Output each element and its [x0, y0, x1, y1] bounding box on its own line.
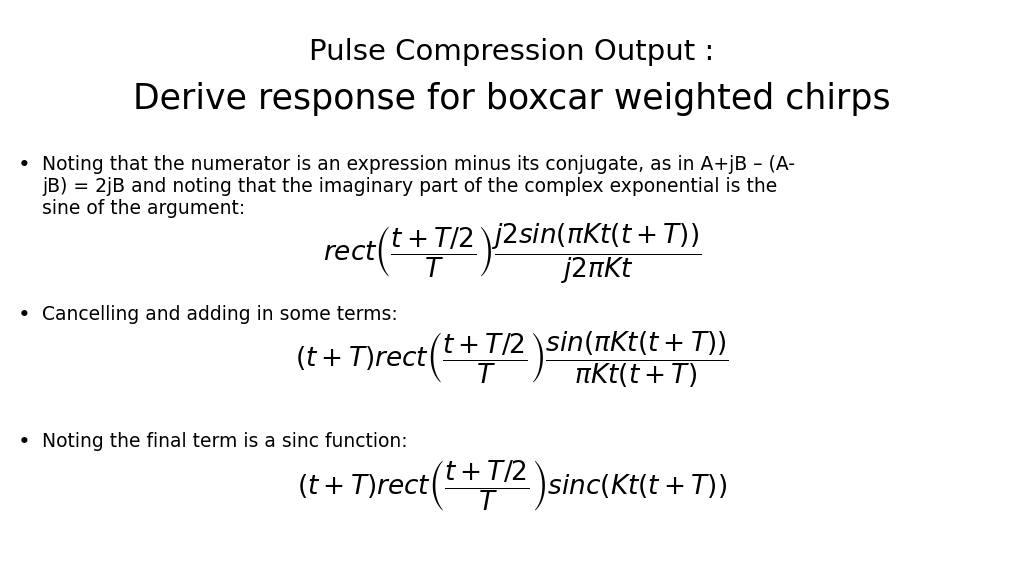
Text: •: •	[18, 305, 31, 325]
Text: $(t + T)rect\left(\dfrac{t + T/2}{T}\right)sinc\left(Kt(t + T)\right)$: $(t + T)rect\left(\dfrac{t + T/2}{T}\rig…	[297, 458, 727, 513]
Text: •: •	[18, 432, 31, 452]
Text: Pulse Compression Output :: Pulse Compression Output :	[309, 38, 715, 66]
Text: Noting that the numerator is an expression minus its conjugate, as in A+jB – (A-: Noting that the numerator is an expressi…	[42, 155, 795, 174]
Text: Noting the final term is a sinc function:: Noting the final term is a sinc function…	[42, 432, 408, 451]
Text: $rect\left(\dfrac{t + T/2}{T}\right)\dfrac{j2sin(\pi Kt(t + T))}{j2\pi Kt}$: $rect\left(\dfrac{t + T/2}{T}\right)\dfr…	[323, 222, 701, 286]
Text: Derive response for boxcar weighted chirps: Derive response for boxcar weighted chir…	[133, 82, 891, 116]
Text: Cancelling and adding in some terms:: Cancelling and adding in some terms:	[42, 305, 397, 324]
Text: •: •	[18, 155, 31, 175]
Text: $(t + T)rect\left(\dfrac{t + T/2}{T}\right)\dfrac{sin(\pi Kt(t + T))}{\pi Kt(t +: $(t + T)rect\left(\dfrac{t + T/2}{T}\rig…	[295, 330, 729, 391]
Text: jB) = 2jB and noting that the imaginary part of the complex exponential is the: jB) = 2jB and noting that the imaginary …	[42, 177, 777, 196]
Text: sine of the argument:: sine of the argument:	[42, 199, 246, 218]
